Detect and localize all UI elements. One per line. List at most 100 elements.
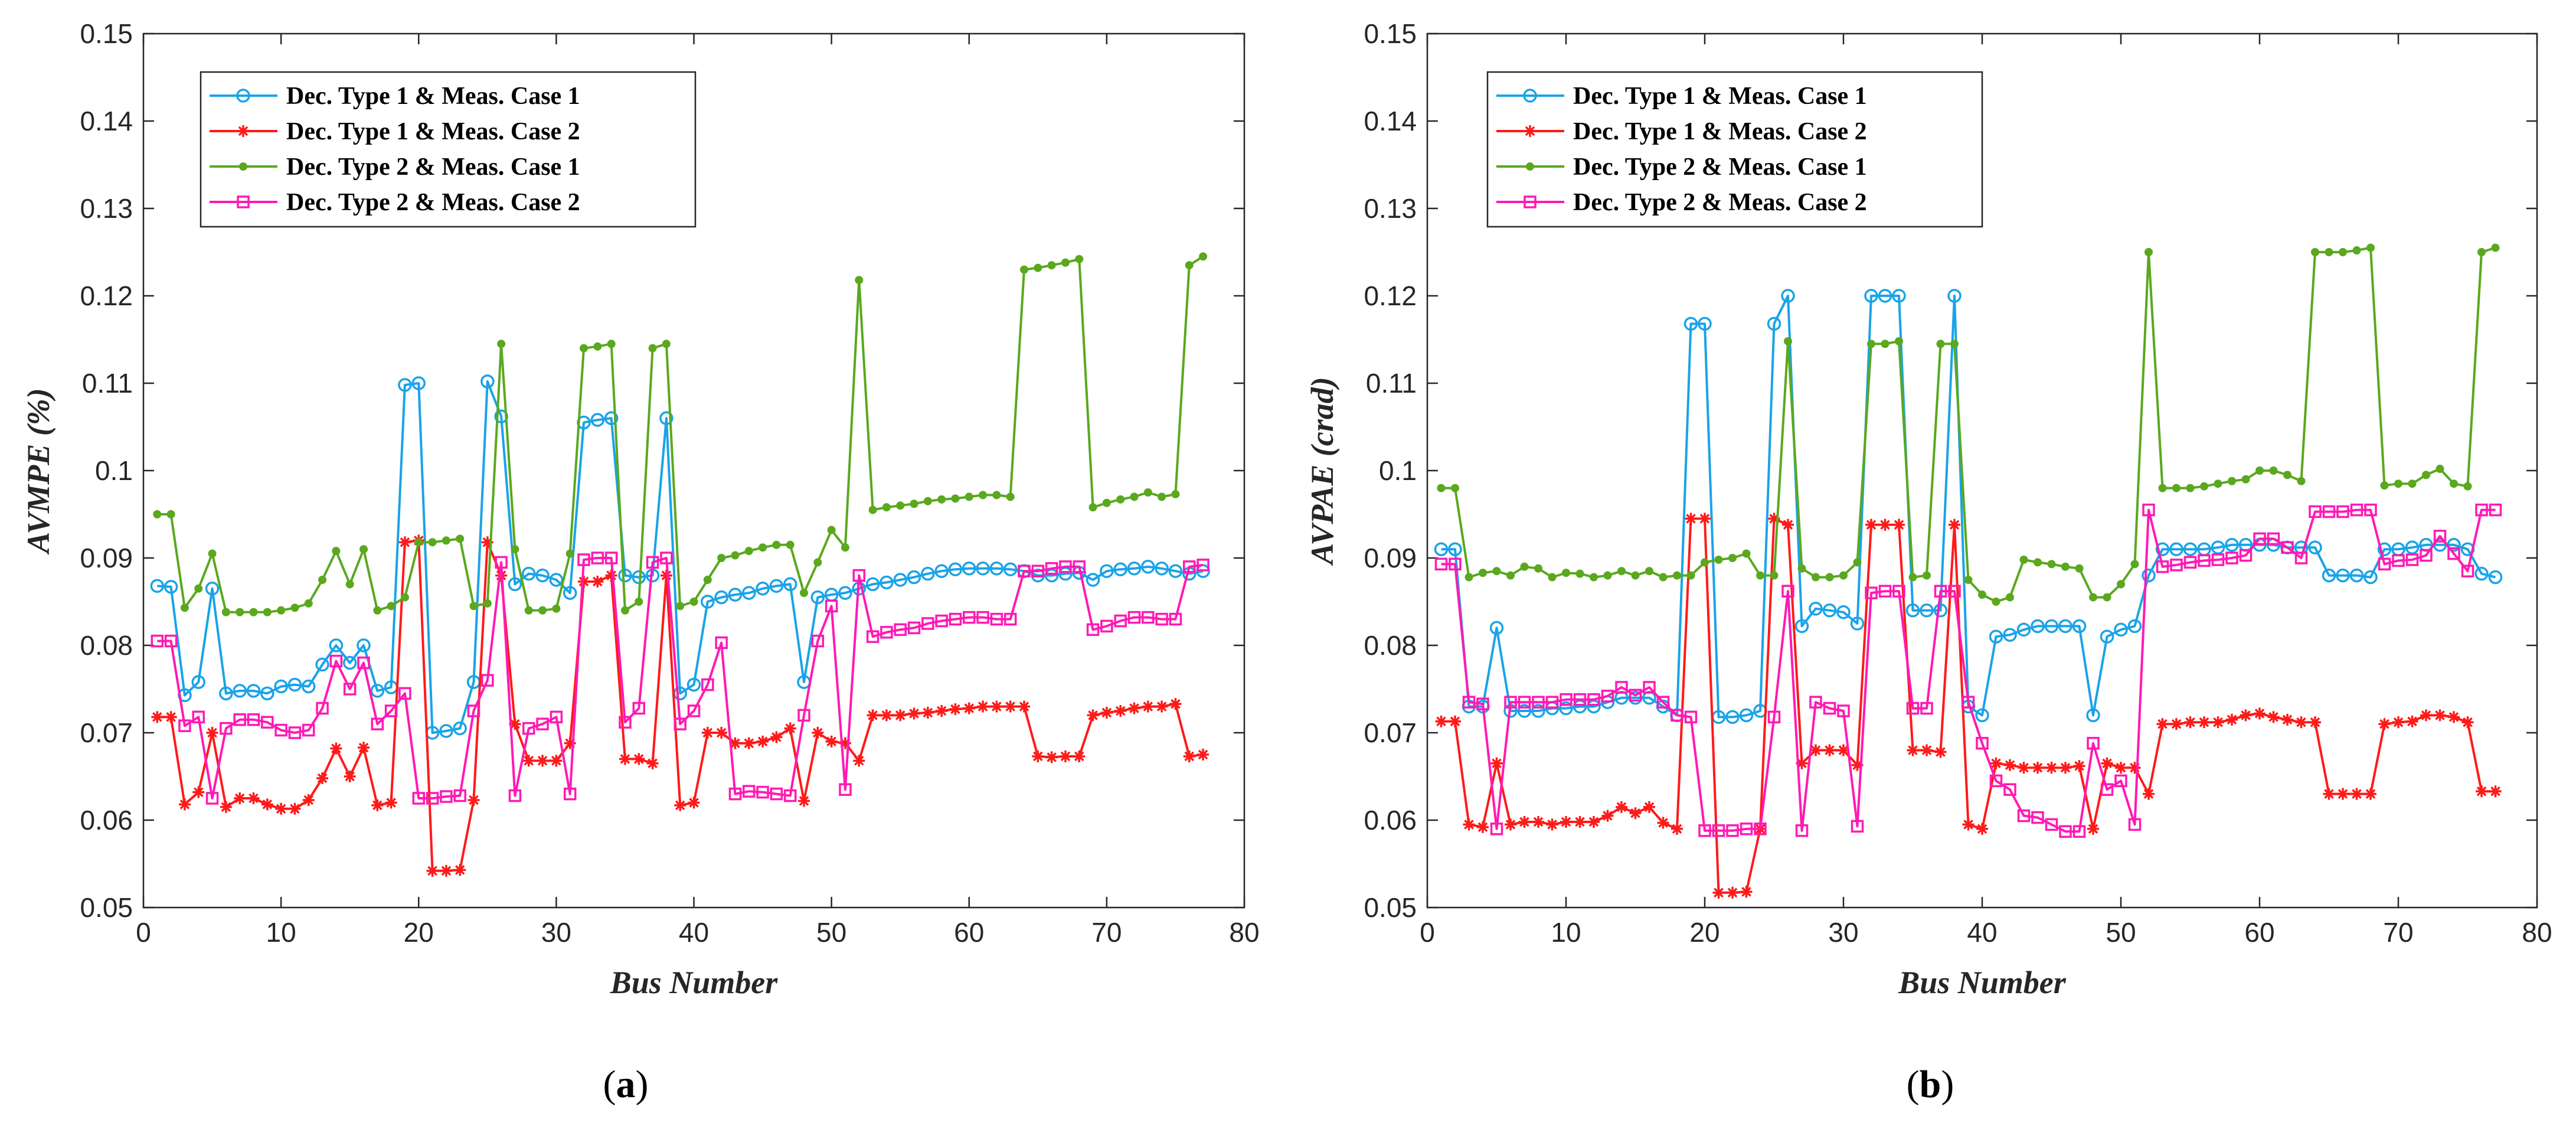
data-point (674, 799, 687, 811)
data-point (1617, 567, 1626, 576)
data-point (2211, 553, 2225, 566)
legend-item: Dec. Type 1 & Meas. Case 2 (1496, 118, 1867, 145)
data-point (783, 577, 797, 592)
data-point (1464, 573, 1473, 582)
data-point (1645, 567, 1653, 576)
data-point (524, 606, 533, 615)
x-tick-label: 50 (2106, 917, 2136, 948)
data-point (2434, 709, 2446, 722)
data-point (1797, 564, 1806, 573)
data-point (963, 702, 975, 714)
data-point (633, 753, 645, 765)
data-point (949, 612, 962, 626)
data-point (412, 792, 425, 805)
data-point (714, 590, 728, 605)
data-point (990, 612, 1003, 626)
data-point (1989, 774, 2003, 788)
data-point (1656, 696, 1670, 709)
data-point (2309, 505, 2322, 518)
data-point (2241, 475, 2250, 484)
data-point (1934, 746, 1947, 758)
data-point (330, 742, 342, 755)
data-point (2100, 629, 2114, 644)
data-point (1767, 710, 1781, 724)
y-axis-title: AVMPE (%) (21, 388, 56, 555)
data-point (1114, 614, 1127, 628)
data-point (743, 785, 756, 798)
data-point (208, 549, 217, 558)
data-point (1631, 571, 1640, 580)
data-point (2072, 825, 2086, 838)
data-point (1045, 751, 1058, 763)
data-point (867, 709, 879, 722)
data-point (290, 603, 299, 612)
data-point (1545, 696, 1559, 709)
y-tick-label: 0.05 (80, 892, 133, 923)
data-point (604, 411, 619, 425)
data-point (2142, 503, 2155, 517)
data-point (316, 701, 329, 715)
data-point (1505, 818, 1516, 831)
data-point (1782, 518, 1794, 531)
data-point (1837, 704, 1850, 717)
series-3 (1437, 243, 2500, 606)
data-point (151, 711, 164, 723)
data-point (951, 494, 960, 503)
data-point (2183, 542, 2198, 556)
data-point (536, 717, 549, 730)
data-point (894, 709, 907, 722)
data-point (965, 492, 973, 501)
series-4 (151, 551, 1209, 805)
data-point (1839, 571, 1848, 580)
data-point (2489, 785, 2502, 798)
data-point (2489, 503, 2502, 517)
data-point (769, 579, 784, 593)
data-point (648, 344, 657, 353)
data-point (604, 551, 618, 564)
data-point (2184, 716, 2196, 729)
data-point (2365, 788, 2376, 800)
data-point (1142, 611, 1155, 624)
data-point (2339, 248, 2347, 256)
data-point (1781, 585, 1794, 598)
data-point (220, 801, 232, 813)
data-point (2281, 713, 2293, 726)
data-point (1699, 513, 1711, 525)
data-point (853, 755, 865, 767)
data-point (701, 727, 714, 739)
data-point (2156, 718, 2169, 730)
data-point (1684, 710, 1698, 724)
data-point (453, 721, 467, 736)
data-point (468, 794, 480, 806)
data-point (1726, 824, 1739, 837)
data-point (1754, 823, 1767, 835)
data-point (1795, 824, 1809, 837)
data-point (580, 344, 588, 353)
data-point (1810, 744, 1822, 756)
data-point (398, 378, 412, 392)
data-point (2436, 465, 2444, 474)
data-point (1448, 542, 1462, 556)
data-point (2198, 554, 2211, 567)
data-point (535, 568, 550, 583)
data-point (1742, 549, 1751, 558)
data-point (2073, 760, 2085, 772)
data-point (1990, 757, 2002, 769)
data-point (398, 687, 411, 700)
data-point (1018, 700, 1030, 713)
data-point (797, 709, 810, 722)
data-point (1462, 696, 1476, 709)
data-point (426, 864, 439, 877)
data-point (2060, 762, 2071, 774)
data-point (2003, 628, 2017, 642)
y-tick-label: 0.13 (1364, 193, 1417, 224)
data-point (2058, 619, 2072, 634)
data-point (2103, 593, 2111, 602)
data-point (440, 864, 452, 877)
data-point (743, 737, 755, 749)
data-point (315, 657, 329, 672)
legend-item: Dec. Type 1 & Meas. Case 1 (210, 83, 580, 110)
data-point (411, 376, 426, 390)
legend-label: Dec. Type 1 & Meas. Case 2 (1573, 118, 1867, 145)
data-point (1171, 489, 1180, 498)
